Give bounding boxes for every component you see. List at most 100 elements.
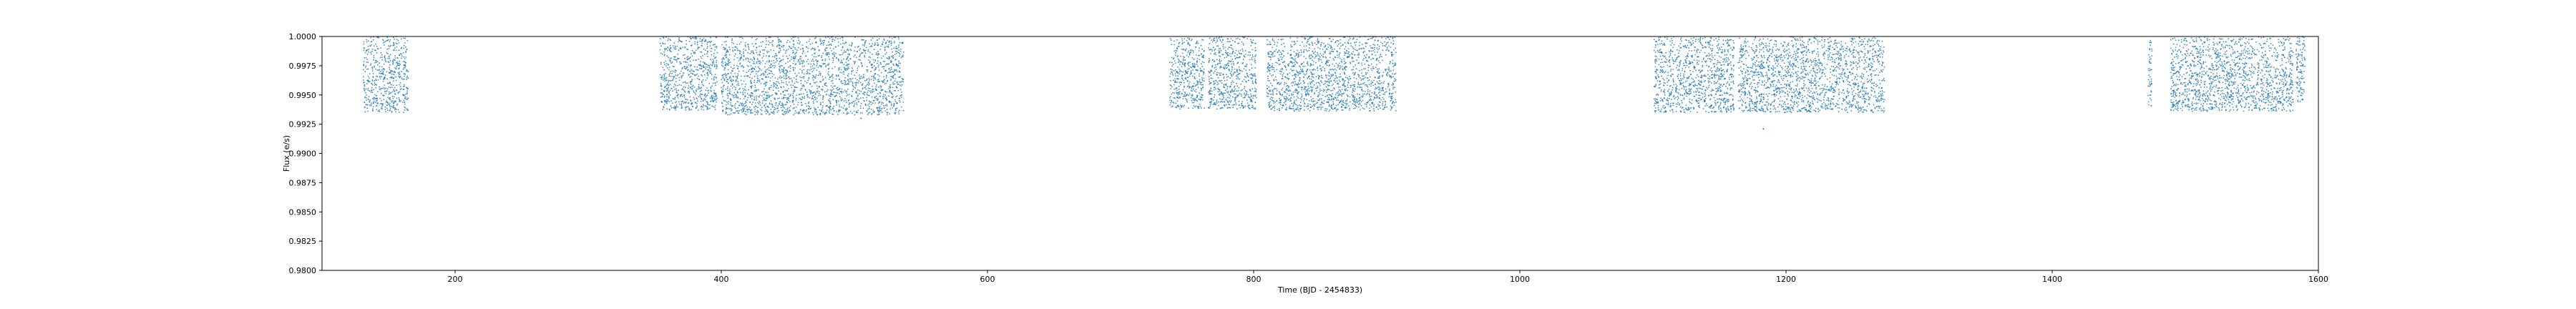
data-point [769, 89, 771, 90]
data-point [1386, 48, 1388, 50]
data-point [683, 90, 686, 92]
data-point [731, 94, 733, 96]
data-point [865, 79, 867, 82]
data-point [772, 45, 774, 46]
data-point [771, 65, 774, 67]
data-point [1352, 48, 1355, 49]
data-point [371, 51, 373, 52]
data-point [1384, 104, 1386, 107]
data-point [735, 89, 737, 90]
data-point [722, 91, 723, 92]
data-point [1212, 46, 1214, 49]
data-point [814, 52, 816, 54]
data-point [1181, 77, 1183, 79]
data-point [1310, 78, 1312, 80]
data-point [1213, 80, 1215, 82]
data-point [1269, 51, 1271, 53]
data-point [389, 87, 391, 89]
data-point [667, 100, 668, 102]
data-point [1176, 89, 1179, 91]
data-point [1235, 102, 1236, 104]
data-point [754, 66, 756, 68]
data-point [771, 94, 774, 96]
data-point [819, 39, 821, 41]
data-point [367, 76, 369, 77]
data-point [730, 102, 731, 104]
data-point [896, 87, 898, 89]
data-point [882, 41, 884, 43]
data-point [899, 67, 901, 69]
data-point [1304, 91, 1307, 93]
data-point [868, 94, 870, 97]
data-point [1234, 71, 1236, 73]
data-point [848, 73, 849, 75]
data-point [713, 98, 716, 100]
data-point [766, 68, 769, 70]
data-point [389, 72, 391, 74]
data-point [896, 64, 898, 66]
data-point [1374, 91, 1375, 93]
data-point [744, 105, 746, 107]
data-point [364, 71, 366, 72]
data-point [1285, 98, 1287, 99]
data-point [734, 53, 736, 55]
data-point [751, 77, 753, 79]
data-point [390, 84, 392, 86]
data-point [1233, 62, 1234, 64]
data-point [726, 51, 728, 53]
data-point [723, 79, 726, 82]
data-point [845, 67, 847, 69]
data-point [377, 102, 379, 104]
data-point [882, 96, 884, 98]
data-point [680, 95, 682, 97]
data-point [688, 64, 690, 66]
data-point [702, 84, 703, 86]
data-point [824, 84, 826, 87]
data-point [748, 58, 750, 60]
data-point [743, 59, 744, 61]
data-point [381, 54, 383, 56]
data-point [867, 114, 869, 116]
data-point [1288, 77, 1290, 79]
data-point [875, 54, 877, 56]
data-point [695, 74, 697, 76]
data-point [1188, 107, 1189, 109]
data-point [1218, 104, 1219, 107]
data-point [660, 97, 662, 98]
data-point [1294, 81, 1297, 83]
data-point [392, 102, 394, 104]
data-point [769, 65, 771, 67]
data-point [404, 106, 406, 108]
data-point [867, 108, 869, 110]
data-point [726, 93, 728, 94]
data-point [386, 36, 389, 39]
data-point [1249, 107, 1250, 109]
data-point [690, 76, 692, 77]
data-point [376, 109, 378, 111]
data-point [878, 109, 880, 112]
data-point [884, 46, 885, 49]
data-point [715, 36, 717, 38]
data-point [1246, 74, 1249, 77]
data-point [823, 39, 824, 41]
data-point [710, 59, 711, 60]
data-point [1239, 56, 1241, 58]
data-point [1287, 52, 1289, 54]
data-point [690, 83, 692, 85]
data-point [710, 50, 712, 52]
data-point [698, 96, 700, 98]
data-point [1201, 88, 1203, 90]
data-point [399, 64, 401, 65]
data-point [1390, 105, 1392, 107]
data-point [1274, 55, 1276, 57]
data-point [1172, 74, 1174, 77]
data-point [374, 82, 376, 84]
data-point [872, 67, 874, 69]
data-point [879, 75, 880, 77]
data-point [755, 49, 757, 52]
data-point [801, 77, 802, 79]
data-point [800, 48, 801, 50]
data-point [772, 105, 774, 107]
data-point [808, 112, 809, 114]
data-point [399, 54, 401, 56]
